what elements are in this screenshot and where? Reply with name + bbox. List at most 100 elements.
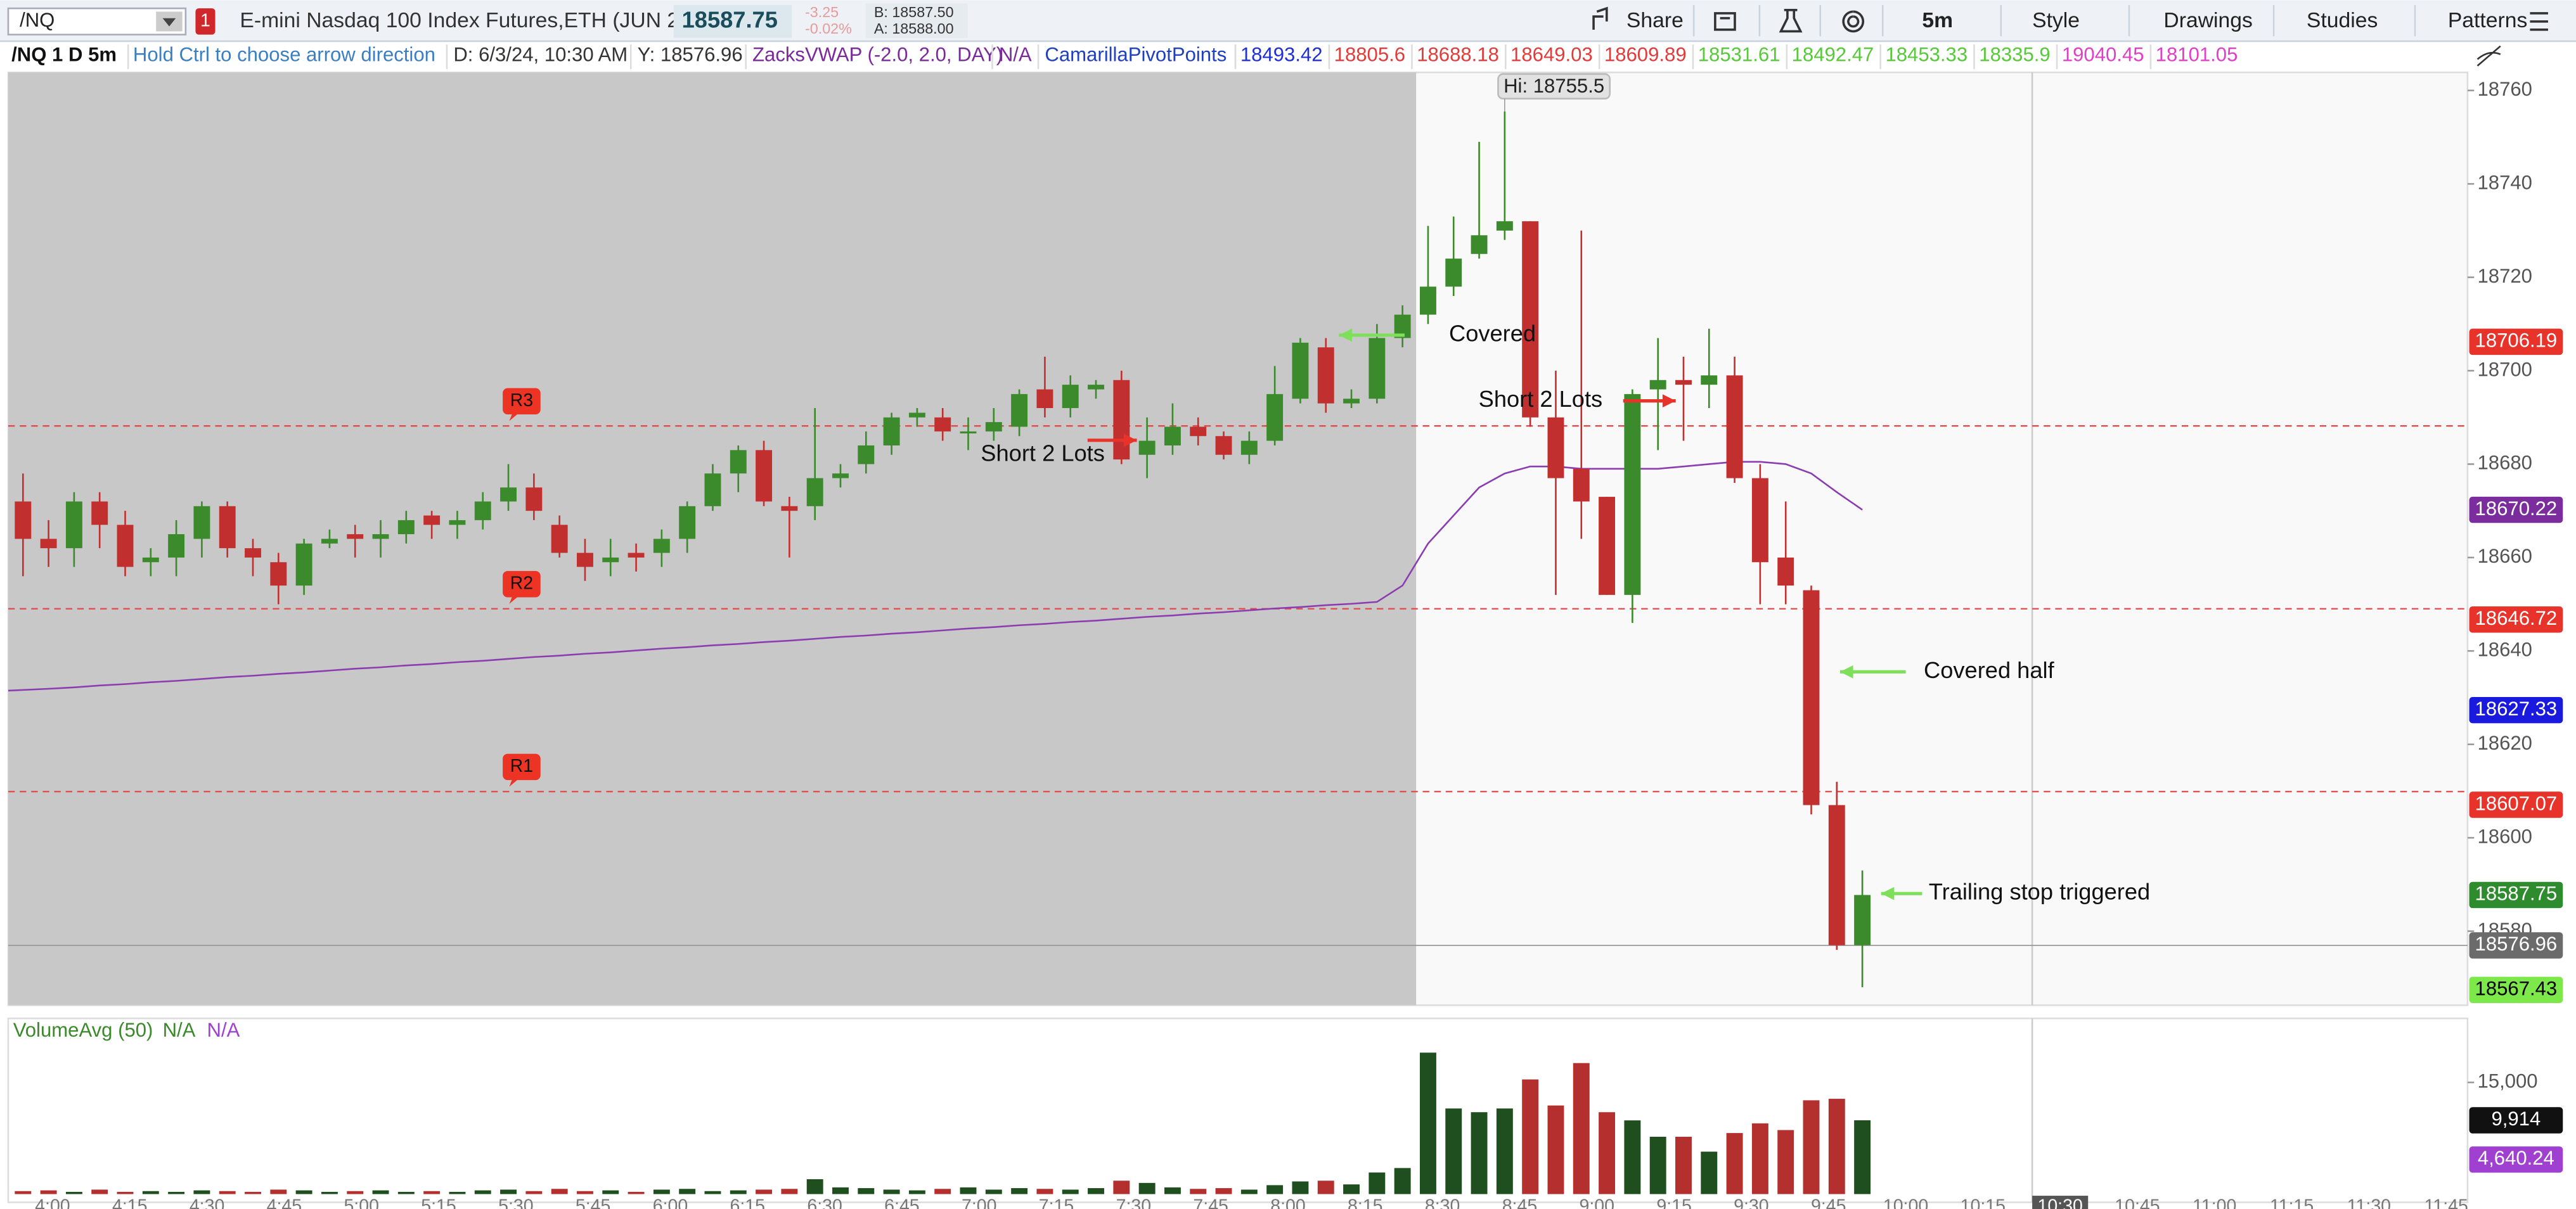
toolbar-icon[interactable] <box>1842 10 1865 33</box>
candle-body <box>321 539 338 544</box>
pivot-label: R1 <box>510 756 533 776</box>
toolbar-button[interactable]: Studies <box>2307 9 2378 32</box>
alert-count[interactable]: 1 <box>200 10 210 30</box>
study-bar <box>0 42 2576 73</box>
candle-body <box>1777 557 1794 586</box>
time-label: 7:45 <box>1193 1196 1228 1209</box>
candle-body <box>270 562 287 586</box>
toolbar-icon[interactable] <box>1779 8 1803 33</box>
volume-bar <box>1573 1063 1590 1194</box>
pivot-value: 18609.89 <box>1604 44 1687 66</box>
candle-body <box>1828 805 1845 945</box>
candle-body <box>397 520 415 535</box>
candle-body <box>1624 393 1641 595</box>
volume-bar <box>1496 1108 1513 1194</box>
toolbar-icon[interactable] <box>2530 12 2548 31</box>
volume-bar <box>806 1179 823 1194</box>
candle-body <box>1649 380 1666 390</box>
volume-bar <box>1751 1123 1768 1194</box>
candle-body <box>1751 478 1768 563</box>
candle-body <box>295 543 312 586</box>
volume-bar <box>985 1189 1002 1194</box>
toolbar-button[interactable]: 5m <box>1922 9 1953 32</box>
candle-body <box>168 534 185 558</box>
toolbar-icon[interactable] <box>1592 6 1608 30</box>
time-label: 5:45 <box>576 1196 610 1209</box>
candle-body <box>883 417 900 445</box>
volume-bar <box>1522 1079 1539 1194</box>
price-badge <box>2469 328 2563 355</box>
volume-bar <box>1190 1189 1207 1194</box>
candle-body <box>1292 342 1309 399</box>
candle-body <box>1062 385 1079 409</box>
time-label: 8:45 <box>1502 1196 1537 1209</box>
price-badge <box>2469 496 2563 523</box>
time-label: 8:00 <box>1270 1196 1305 1209</box>
y-tick-label: 18720 <box>2477 265 2532 287</box>
candle-body <box>142 557 159 563</box>
volume-bar <box>1649 1136 1666 1194</box>
alert-box[interactable] <box>195 8 216 35</box>
candle-body <box>1266 393 1284 441</box>
candle-body <box>602 557 619 563</box>
time-label: 9:30 <box>1734 1196 1768 1209</box>
volume-bar <box>1164 1187 1181 1194</box>
time-label: 9:45 <box>1811 1196 1846 1209</box>
toolbar-button[interactable]: Drawings <box>2163 9 2252 32</box>
volume-bar <box>474 1190 491 1194</box>
volume-bar <box>832 1187 849 1194</box>
volume-bar <box>551 1189 568 1194</box>
dropdown-arrow <box>162 18 176 27</box>
volume-bar <box>15 1191 32 1194</box>
pivot-value: 18492.47 <box>1792 44 1874 66</box>
volume-bar <box>1419 1052 1436 1194</box>
candle-body <box>653 539 670 553</box>
toolbar-icon[interactable] <box>1714 12 1736 31</box>
volume-bar <box>960 1187 977 1194</box>
y-tick-label: 18700 <box>2477 358 2532 380</box>
time-label: 8:15 <box>1348 1196 1382 1209</box>
volume-bar <box>1445 1108 1462 1194</box>
volume-bar <box>270 1189 287 1194</box>
annotation: Covered <box>1449 321 1536 347</box>
volume-bar <box>1624 1120 1641 1194</box>
time-label: 5:00 <box>344 1196 378 1209</box>
time-label: 11:15 <box>2270 1196 2314 1209</box>
candle-body <box>1471 235 1488 254</box>
candle-body <box>1496 221 1513 231</box>
volume-bar <box>908 1190 925 1194</box>
volume-bar <box>193 1190 210 1194</box>
volume-bar <box>347 1191 364 1194</box>
price-badge <box>2469 881 2563 909</box>
axis-icon[interactable] <box>2476 45 2501 67</box>
candle-body <box>960 431 977 433</box>
candle-body <box>474 501 491 520</box>
volume-bar <box>704 1191 721 1194</box>
pivot-value: 18531.61 <box>1698 44 1781 66</box>
pivot-badge <box>503 571 541 598</box>
pivot-value: 18805.6 <box>1334 44 1405 66</box>
candle-body <box>1036 389 1053 409</box>
toolbar-button[interactable]: Patterns <box>2448 9 2527 32</box>
symbol[interactable]: /NQ <box>20 9 55 31</box>
volume-bar <box>219 1191 236 1194</box>
price-badge <box>2469 932 2563 959</box>
pivot-value: 18335.9 <box>1979 44 2050 66</box>
toolbar-button[interactable]: Style <box>2032 9 2080 32</box>
time-label: 6:00 <box>653 1196 688 1209</box>
volume-bar <box>1854 1120 1871 1194</box>
annotation-arrowhead <box>1339 328 1353 342</box>
candle-body <box>1547 417 1564 478</box>
volume-panel <box>7 1017 2469 1203</box>
volume-bar <box>576 1191 593 1194</box>
toolbar-button[interactable]: Share <box>1626 9 1684 32</box>
annotation: Covered half <box>1924 657 2055 683</box>
volume-bar <box>1113 1180 1130 1194</box>
y-tick-label: 18680 <box>2477 452 2532 474</box>
bid: B: 18587.50 <box>874 4 954 20</box>
volume-bar <box>423 1191 441 1194</box>
volume-bar <box>1317 1180 1334 1194</box>
pivot-label: R3 <box>510 390 533 411</box>
price-badge <box>2469 606 2563 633</box>
volume-bar <box>1266 1185 1284 1194</box>
